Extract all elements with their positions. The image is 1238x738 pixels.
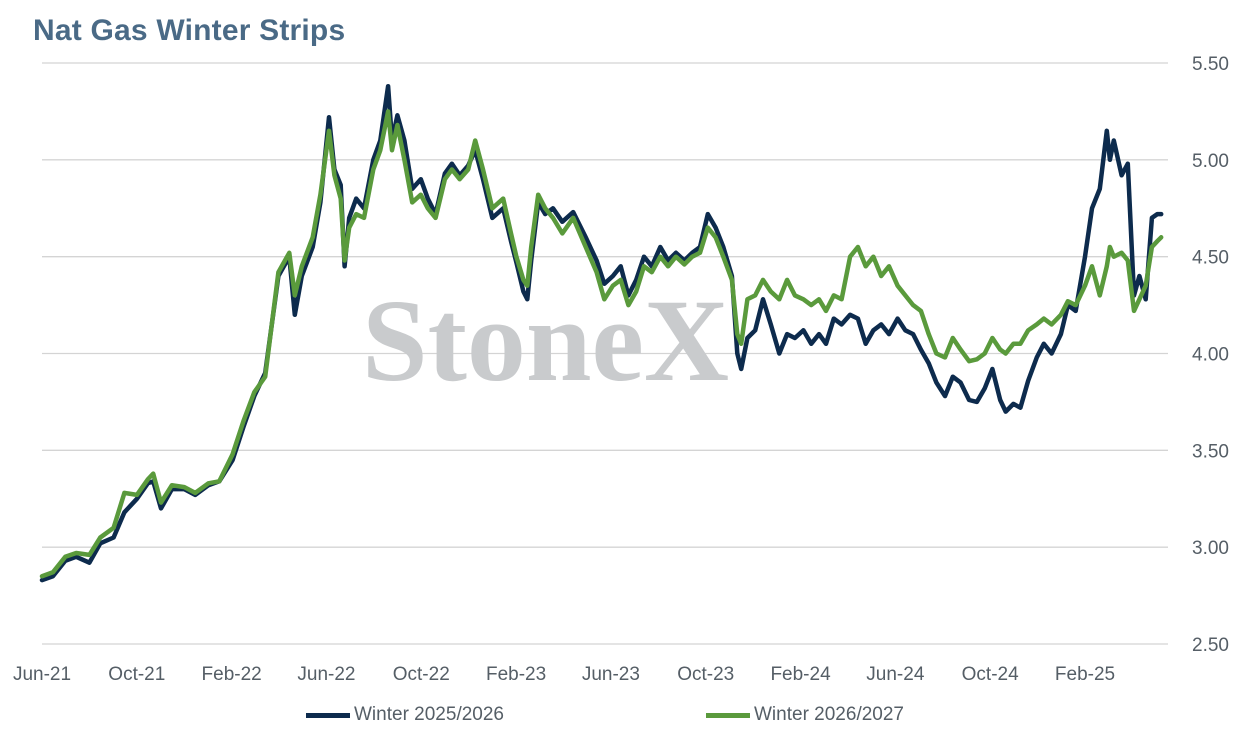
y-tick-label: 2.50: [1192, 635, 1229, 656]
x-tick-label: Feb-22: [202, 664, 262, 685]
x-tick-label: Oct-24: [962, 664, 1019, 685]
chart-legend: Winter 2025/2026 Winter 2026/2027: [0, 704, 1238, 734]
x-tick-label: Oct-21: [108, 664, 165, 685]
series-line-2: [39, 109, 1164, 579]
y-tick-label: 4.50: [1192, 248, 1229, 269]
legend-item-series-2: Winter 2026/2027: [706, 704, 904, 726]
chart-title: Nat Gas Winter Strips: [33, 14, 346, 47]
legend-label-series-1: Winter 2025/2026: [354, 704, 504, 725]
x-tick-label: Oct-22: [393, 664, 450, 685]
watermark-text: StoneX: [362, 275, 729, 406]
legend-swatch-series-1: [306, 712, 350, 718]
x-tick-label: Jun-24: [866, 664, 925, 685]
grid-lines: [42, 62, 1168, 645]
x-tick-label: Feb-25: [1055, 664, 1115, 685]
series-lines: [39, 83, 1164, 583]
y-tick-label: 5.50: [1192, 54, 1229, 75]
x-tick-label: Jun-22: [297, 664, 355, 685]
x-tick-label: Jun-23: [582, 664, 640, 685]
y-tick-label: 4.00: [1192, 345, 1229, 366]
line-chart: StoneX 2.50 3.00 3.50 4.00 4.50 5.00 5.50 Jun-…: [13, 54, 1229, 685]
legend-swatch-series-2: [706, 712, 750, 718]
y-axis-tick-labels: 2.50 3.00 3.50 4.00 4.50 5.00 5.50: [1192, 54, 1229, 656]
x-axis-tick-labels: Jun-21 Oct-21 Feb-22 Jun-22 Oct-22 Feb-23 Jun-…: [13, 664, 1115, 685]
x-tick-label: Feb-23: [486, 664, 546, 685]
legend-label-series-2: Winter 2026/2027: [754, 704, 904, 725]
legend-item-series-1: Winter 2025/2026: [306, 704, 504, 726]
y-tick-label: 5.00: [1192, 151, 1229, 172]
x-tick-label: Feb-24: [770, 664, 831, 685]
y-tick-label: 3.00: [1192, 538, 1229, 559]
y-tick-label: 3.50: [1192, 441, 1229, 462]
x-tick-label: Oct-23: [677, 664, 734, 685]
series-line-1: [39, 83, 1164, 583]
x-tick-label: Jun-21: [13, 664, 71, 685]
